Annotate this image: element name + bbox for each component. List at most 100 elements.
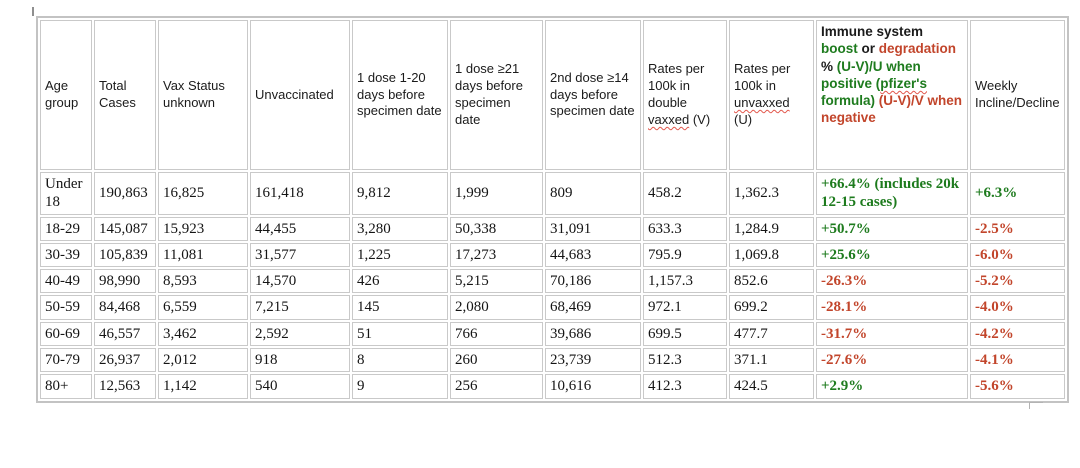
column-header-dose2-ge14: 2nd dose ≥14 days before specimen date <box>545 20 641 170</box>
cell-vax-status-unknown: 11,081 <box>158 242 248 268</box>
cell-vax-status-unknown: 6,559 <box>158 295 248 320</box>
column-header-weekly: Weekly Incline/Decline <box>970 20 1065 170</box>
cell-immune-boost: +66.4% (includes 20k 12-15 cases) <box>816 172 968 215</box>
cell-dose1-ge21: 1,999 <box>450 172 543 215</box>
cell-dose1-1-20: 9 <box>352 374 448 399</box>
cell-vax-status-unknown: 1,142 <box>158 374 248 399</box>
header-text-segment: % <box>821 58 837 74</box>
cell-age-group: 40-49 <box>40 269 92 294</box>
cell-dose1-1-20: 1,225 <box>352 242 448 268</box>
cell-total-cases: 12,563 <box>94 374 156 399</box>
cell-immune-boost: +50.7% <box>816 216 968 241</box>
cell-dose2-ge14: 23,739 <box>545 348 641 373</box>
cell-age-group: Under 18 <box>40 172 92 215</box>
cell-rate-double-vaxxed: 795.9 <box>643 242 727 268</box>
text-cursor-artifact <box>32 7 34 16</box>
header-text-segment: degradation <box>878 41 957 57</box>
cell-rate-double-vaxxed: 633.3 <box>643 216 727 241</box>
cell-rate-unvaxxed: 477.7 <box>729 321 814 347</box>
header-text-segment: Rates per 100k in <box>734 61 791 94</box>
cell-weekly: -2.5% <box>970 216 1065 241</box>
header-text-segment: unvaxxed <box>734 95 790 110</box>
cell-vax-status-unknown: 15,923 <box>158 216 248 241</box>
column-header-rate-unvaxxed: Rates per 100k in unvaxxed (U) <box>729 20 814 170</box>
cell-age-group: 30-39 <box>40 242 92 268</box>
cell-immune-boost: -28.1% <box>816 295 968 320</box>
cell-dose2-ge14: 809 <box>545 172 641 215</box>
cell-age-group: 50-59 <box>40 295 92 320</box>
table-row-40-49: 40-49 98,990 8,593 14,570 426 5,215 70,186 1,15… <box>40 269 1065 294</box>
cell-vax-status-unknown: 3,462 <box>158 321 248 347</box>
column-header-unvaccinated: Unvaccinated <box>250 20 350 170</box>
table-header-row: Age group Total Cases Vax Status unknown Un… <box>40 20 1065 170</box>
cell-age-group: 60-69 <box>40 321 92 347</box>
cell-total-cases: 105,839 <box>94 242 156 268</box>
table-row-under-18: Under 18 190,863 16,825 161,418 9,812 1,999 80… <box>40 172 1065 215</box>
cell-vax-status-unknown: 2,012 <box>158 348 248 373</box>
cell-total-cases: 26,937 <box>94 348 156 373</box>
cell-dose1-ge21: 766 <box>450 321 543 347</box>
cell-vax-status-unknown: 16,825 <box>158 172 248 215</box>
cell-immune-boost: +2.9% <box>816 374 968 399</box>
table-row-60-69: 60-69 46,557 3,462 2,592 51 766 39,686 699.5 477… <box>40 321 1065 347</box>
cell-unvaccinated: 540 <box>250 374 350 399</box>
cell-dose1-ge21: 5,215 <box>450 269 543 294</box>
header-text-segment: (U-V)/V when negative <box>821 93 963 126</box>
cell-rate-double-vaxxed: 412.3 <box>643 374 727 399</box>
header-text-segment: pfizer's <box>880 75 927 91</box>
cell-dose1-ge21: 260 <box>450 348 543 373</box>
cell-dose1-1-20: 9,812 <box>352 172 448 215</box>
cell-dose1-1-20: 3,280 <box>352 216 448 241</box>
cell-rate-unvaxxed: 424.5 <box>729 374 814 399</box>
cell-age-group: 80+ <box>40 374 92 399</box>
cell-rate-double-vaxxed: 512.3 <box>643 348 727 373</box>
cell-dose2-ge14: 31,091 <box>545 216 641 241</box>
cell-rate-unvaxxed: 1,362.3 <box>729 172 814 215</box>
table-row-50-59: 50-59 84,468 6,559 7,215 145 2,080 68,469 972.1… <box>40 295 1065 320</box>
cell-weekly: +6.3% <box>970 172 1065 215</box>
table-row-80+: 80+ 12,563 1,142 540 9 256 10,616 412.3 424.5 +2.… <box>40 374 1065 399</box>
cell-dose1-ge21: 50,338 <box>450 216 543 241</box>
column-header-dose1-ge21: 1 dose ≥21 days before specimen date <box>450 20 543 170</box>
header-text-segment: (V) <box>689 111 711 127</box>
header-text-segment: (U-V)/U when positive ( <box>821 58 921 91</box>
cell-rate-double-vaxxed: 699.5 <box>643 321 727 347</box>
cell-rate-unvaxxed: 1,069.8 <box>729 242 814 268</box>
column-header-dose1-1-20: 1 dose 1-20 days before specimen date <box>352 20 448 170</box>
column-header-vax-status-unknown: Vax Status unknown <box>158 20 248 170</box>
cell-weekly: -6.0% <box>970 242 1065 268</box>
cell-unvaccinated: 31,577 <box>250 242 350 268</box>
cell-immune-boost: -27.6% <box>816 348 968 373</box>
cell-weekly: -4.1% <box>970 348 1065 373</box>
cell-rate-unvaxxed: 852.6 <box>729 269 814 294</box>
column-header-immune-boost: Immune system boost or degradation % (U-… <box>816 20 968 170</box>
vaccination-data-table: Age group Total Cases Vax Status unknown Un… <box>36 16 1069 403</box>
cell-age-group: 70-79 <box>40 348 92 373</box>
cell-age-group: 18-29 <box>40 216 92 241</box>
cell-dose1-1-20: 51 <box>352 321 448 347</box>
cell-total-cases: 46,557 <box>94 321 156 347</box>
cell-unvaccinated: 44,455 <box>250 216 350 241</box>
cell-rate-double-vaxxed: 1,157.3 <box>643 269 727 294</box>
cell-rate-unvaxxed: 371.1 <box>729 348 814 373</box>
table-row-30-39: 30-39 105,839 11,081 31,577 1,225 17,273 44,68… <box>40 242 1065 268</box>
cell-vax-status-unknown: 8,593 <box>158 269 248 294</box>
cell-total-cases: 145,087 <box>94 216 156 241</box>
cell-dose1-ge21: 2,080 <box>450 295 543 320</box>
cell-weekly: -5.2% <box>970 269 1065 294</box>
cell-dose2-ge14: 10,616 <box>545 374 641 399</box>
cell-dose1-ge21: 256 <box>450 374 543 399</box>
cell-dose2-ge14: 44,683 <box>545 242 641 268</box>
header-text-segment: formula) <box>821 93 879 109</box>
header-text-segment: boost <box>821 41 858 57</box>
cell-dose2-ge14: 70,186 <box>545 269 641 294</box>
cell-unvaccinated: 161,418 <box>250 172 350 215</box>
header-text-segment: Immune system <box>821 24 924 39</box>
cell-immune-boost: -26.3% <box>816 269 968 294</box>
cell-weekly: -5.6% <box>970 374 1065 399</box>
cell-total-cases: 84,468 <box>94 295 156 320</box>
cell-dose1-1-20: 145 <box>352 295 448 320</box>
corner-mark-artifact <box>1029 402 1043 409</box>
cell-dose2-ge14: 68,469 <box>545 295 641 320</box>
